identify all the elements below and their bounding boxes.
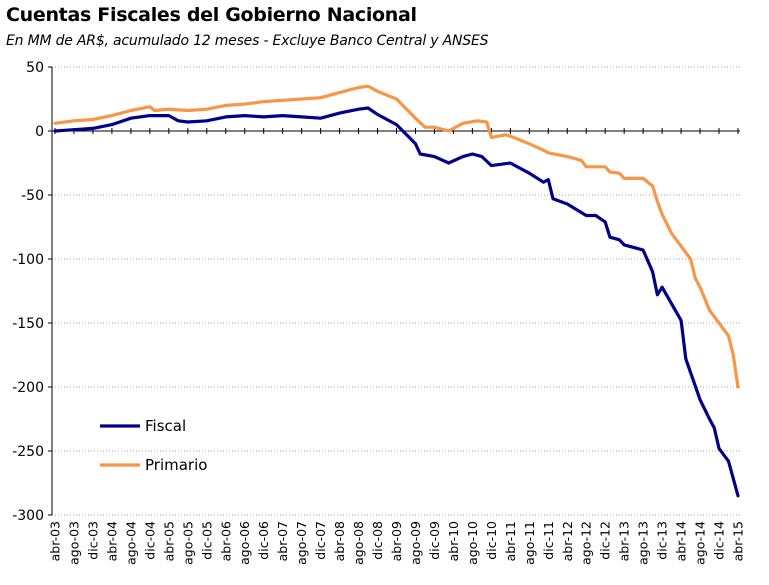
x-tick-label: ago-13 <box>636 521 651 565</box>
x-tick-label: ago-14 <box>693 521 708 565</box>
x-tick-label: abr-09 <box>389 521 404 561</box>
series-line-primario <box>53 84 740 389</box>
x-tick-label: dic-10 <box>484 521 499 560</box>
legend: Fiscal Primario <box>100 417 207 474</box>
x-tick-label: dic-08 <box>370 521 385 560</box>
legend-label-primario: Primario <box>145 456 207 474</box>
x-axis-tick-labels: abr-03 ago-03 dic-03 abr-04 ago-04 dic-04 abr-… <box>48 521 746 565</box>
series-line-fiscal <box>53 106 740 498</box>
x-tick-label: dic-06 <box>256 521 271 560</box>
x-tick-label: ago-10 <box>465 521 480 565</box>
series-lines <box>53 84 740 498</box>
x-tick-label: dic-13 <box>655 521 670 560</box>
x-tick-label: dic-14 <box>712 521 727 560</box>
x-tick-label: dic-07 <box>313 521 328 560</box>
x-tick-label: abr-08 <box>332 521 347 561</box>
x-tick-label: abr-15 <box>731 521 746 561</box>
x-tick-label: abr-11 <box>503 521 518 561</box>
x-tick-label: ago-04 <box>123 521 138 565</box>
x-tick-label: dic-05 <box>199 521 214 560</box>
x-tick-label: abr-14 <box>674 521 689 561</box>
x-tick-label: ago-11 <box>522 521 537 565</box>
x-tick-label: abr-13 <box>617 521 632 561</box>
y-tick-label: -150 <box>12 316 44 332</box>
y-tick-label: -200 <box>12 380 44 396</box>
y-axis-tick-labels: 50 0 -50 -100 -150 -200 -250 -300 <box>12 60 44 524</box>
axes <box>48 66 740 516</box>
x-tick-label: dic-11 <box>541 521 556 560</box>
x-tick-label: abr-05 <box>161 521 176 561</box>
x-tick-label: ago-09 <box>408 521 423 565</box>
x-tick-label: ago-08 <box>351 521 366 565</box>
x-tick-label: abr-04 <box>104 521 119 561</box>
x-tick-label: ago-06 <box>237 521 252 565</box>
y-tick-label: 50 <box>26 60 44 76</box>
x-tick-label: ago-12 <box>579 521 594 565</box>
chart-title: Cuentas Fiscales del Gobierno Nacional <box>6 4 417 26</box>
x-tick-label: abr-07 <box>275 521 290 561</box>
legend-label-fiscal: Fiscal <box>145 417 186 435</box>
x-tick-label: ago-05 <box>180 521 195 565</box>
x-tick-label: abr-06 <box>218 521 233 561</box>
grid-lines <box>52 66 740 516</box>
y-tick-label: -300 <box>12 508 44 524</box>
x-tick-label: dic-03 <box>85 521 100 560</box>
x-tick-label: dic-09 <box>427 521 442 560</box>
x-tick-label: ago-07 <box>294 521 309 565</box>
y-tick-label: -50 <box>21 188 44 204</box>
x-tick-label: dic-12 <box>598 521 613 560</box>
x-tick-label: ago-03 <box>66 521 81 565</box>
y-tick-label: -100 <box>12 252 44 268</box>
chart-subtitle: En MM de AR$, acumulado 12 meses - Exclu… <box>6 33 489 49</box>
x-tick-label: abr-10 <box>446 521 461 561</box>
x-tick-label: abr-12 <box>560 521 575 561</box>
y-tick-label: -250 <box>12 444 44 460</box>
x-tick-label: dic-04 <box>142 521 157 560</box>
y-tick-label: 0 <box>35 124 44 140</box>
x-tick-label: abr-03 <box>48 521 63 561</box>
